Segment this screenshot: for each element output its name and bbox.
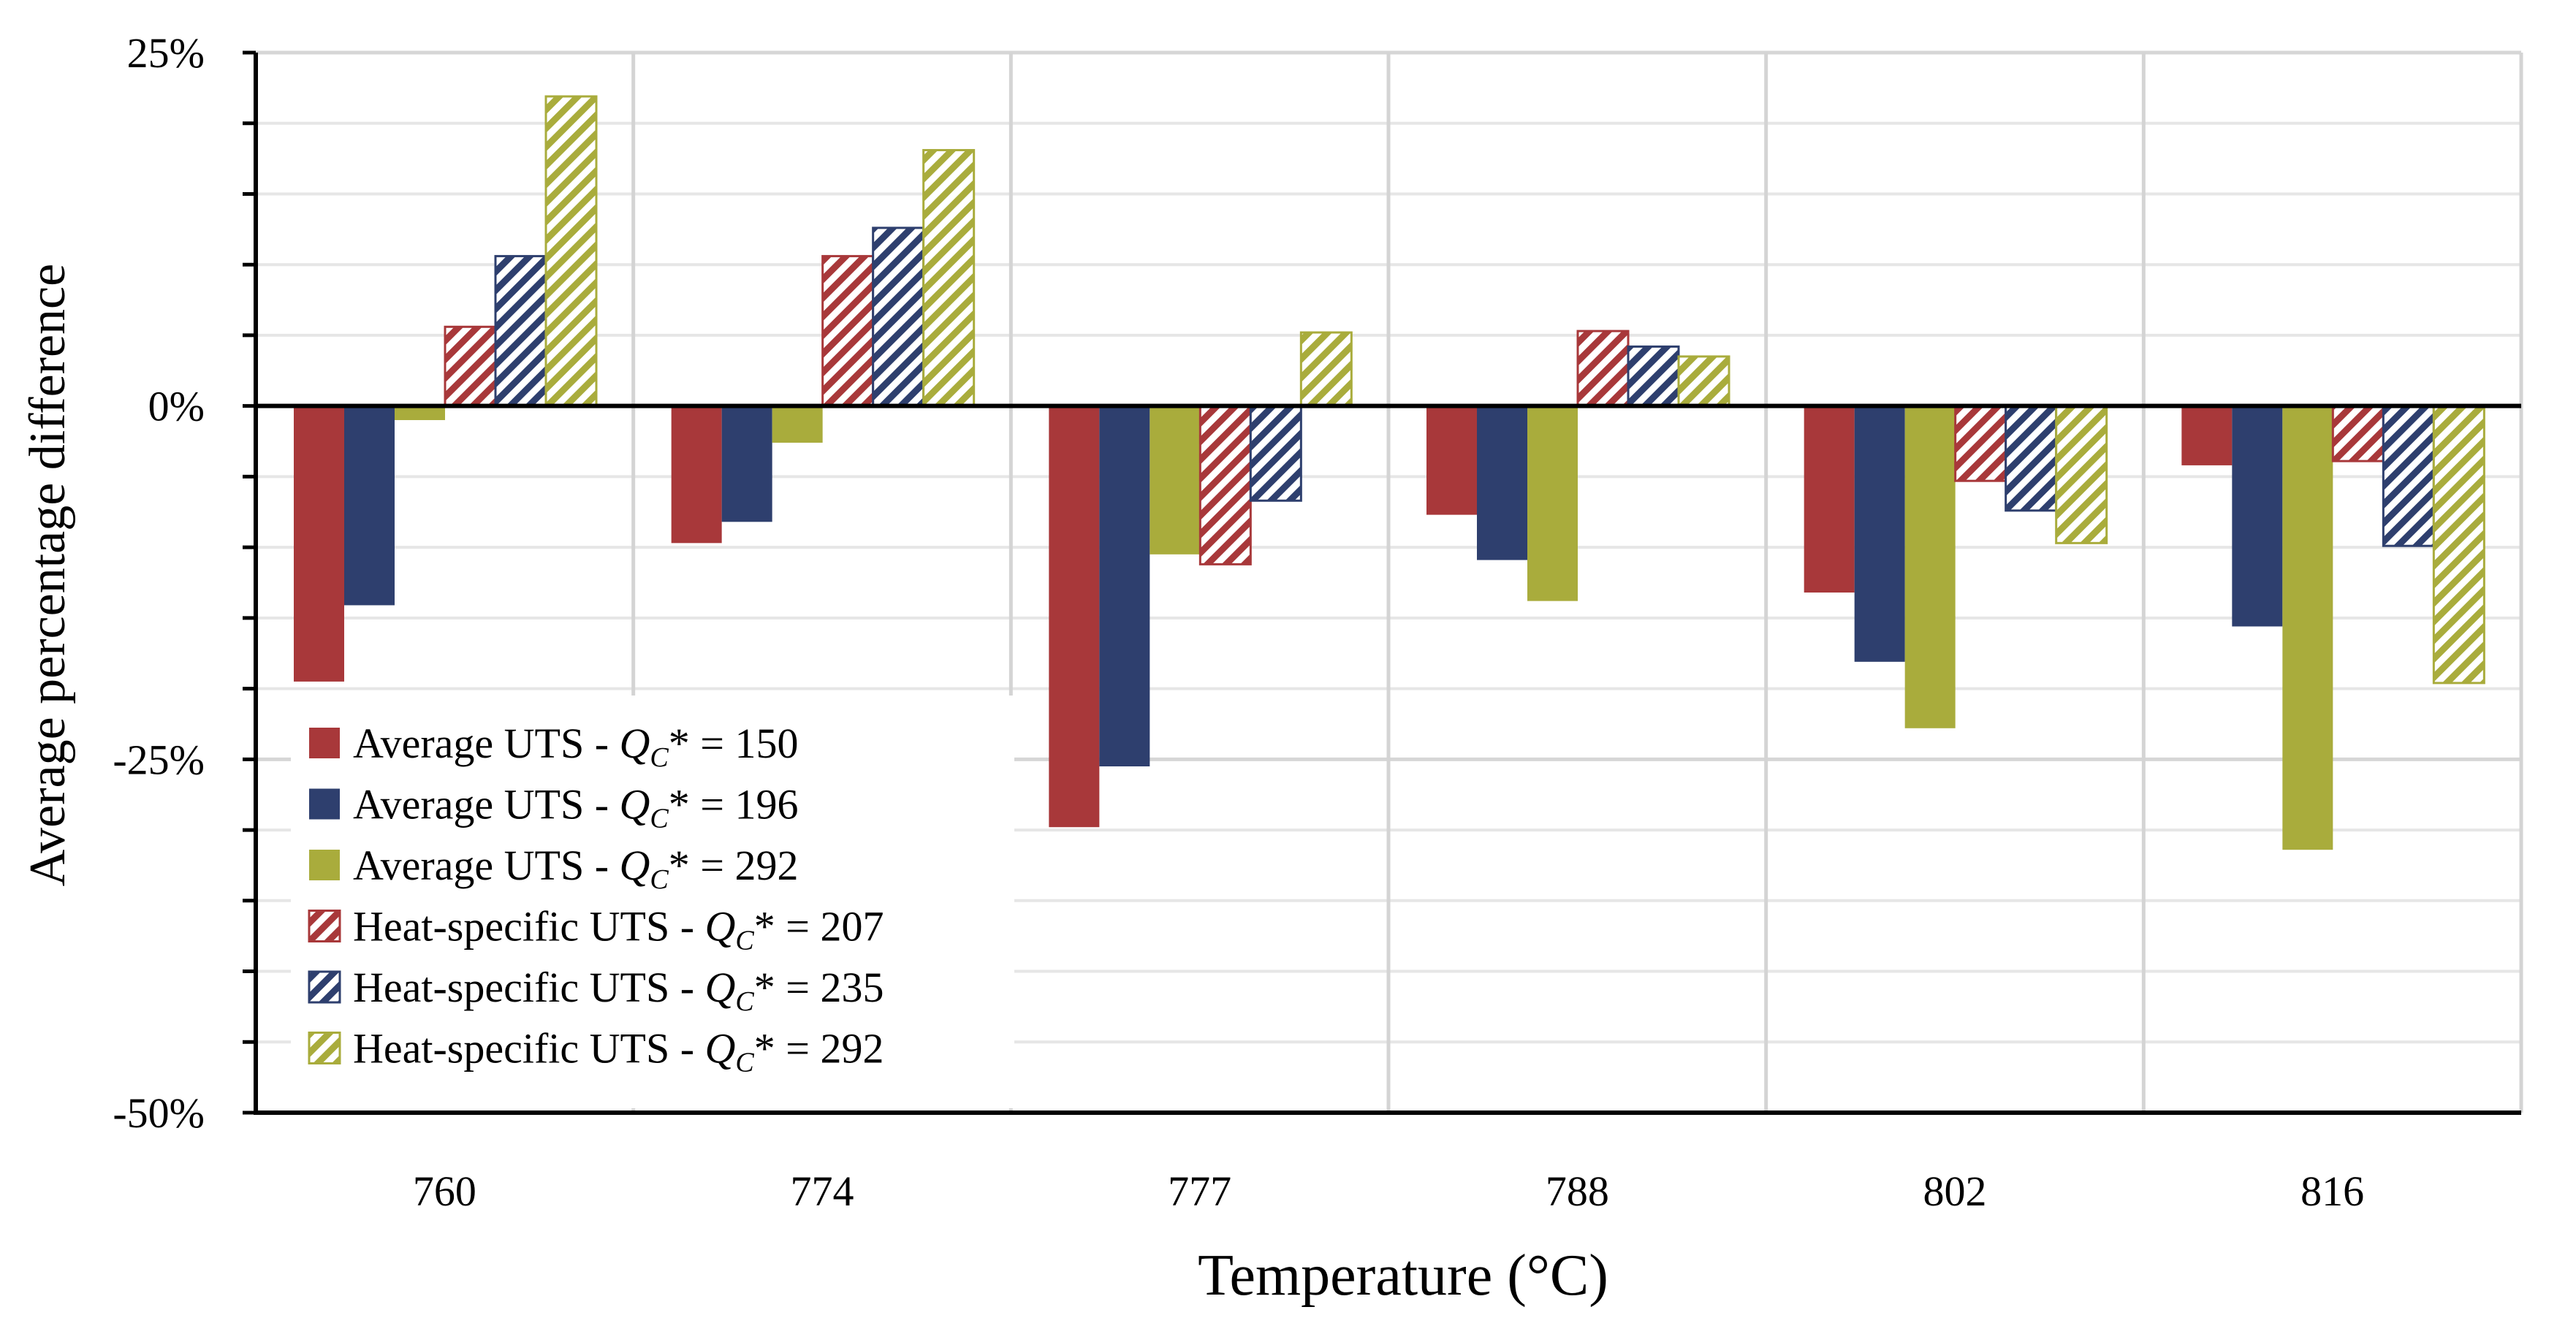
bar-777-series-6	[1299, 331, 1353, 408]
legend-swatch	[309, 788, 340, 820]
bar-788-series-3	[1527, 405, 1578, 601]
bar-816-series-4	[2331, 405, 2385, 462]
bar-774-series-6	[922, 148, 976, 408]
bar-777-series-3	[1150, 405, 1201, 555]
bar-777-series-5	[1249, 405, 1302, 502]
bar-802-series-1	[1804, 405, 1855, 593]
bar-802-series-3	[1904, 405, 1956, 728]
bar-816-series-1	[2181, 405, 2233, 465]
bar-774-series-4	[821, 255, 875, 408]
bar-802-series-6	[2055, 405, 2108, 544]
legend-item-1: Average UTS - QC* = 150	[309, 720, 798, 773]
bar-788-series-5	[1627, 345, 1680, 408]
legend-item-4: Heat-specific UTS - QC* = 207	[308, 903, 884, 956]
legend-label: Average UTS - QC* = 196	[353, 781, 798, 834]
bar-802-series-5	[2005, 405, 2058, 512]
bar-777-series-2	[1099, 405, 1150, 767]
legend-label: Heat-specific UTS - QC* = 207	[353, 903, 884, 956]
bar-788-series-4	[1576, 329, 1630, 408]
legend-swatch	[309, 850, 340, 880]
x-tick-label: 760	[413, 1167, 476, 1215]
y-axis-title: Average percentage difference	[20, 264, 76, 886]
x-tick-label: 777	[1168, 1167, 1231, 1215]
x-tick-label: 774	[791, 1167, 854, 1215]
legend-swatch	[308, 970, 341, 1004]
bar-788-series-2	[1477, 405, 1527, 560]
bar-760-series-5	[494, 255, 547, 408]
bar-802-series-4	[1954, 405, 2007, 482]
bar-816-series-2	[2232, 405, 2283, 627]
bar-788-series-1	[1426, 405, 1477, 515]
legend-background	[291, 696, 1014, 1108]
legend-label: Average UTS - QC* = 292	[353, 842, 798, 895]
legend-swatch	[308, 910, 341, 942]
bar-816-series-3	[2282, 405, 2333, 850]
legend-label: Heat-specific UTS - QC* = 235	[353, 964, 884, 1017]
bar-760-series-6	[544, 95, 598, 408]
x-tick-label: 788	[1546, 1167, 1609, 1215]
bar-788-series-6	[1677, 355, 1730, 408]
bar-816-series-5	[2382, 405, 2435, 547]
bar-774-series-1	[671, 405, 722, 544]
bar-760-series-2	[344, 405, 395, 606]
bar-777-series-1	[1049, 405, 1100, 828]
legend-item-5: Heat-specific UTS - QC* = 235	[308, 964, 884, 1017]
x-tick-label: 802	[1923, 1167, 1987, 1215]
bar-816-series-6	[2432, 405, 2485, 685]
y-tick-label: -25%	[113, 736, 205, 783]
bar-802-series-2	[1854, 405, 1905, 662]
legend-swatch	[308, 1032, 341, 1064]
legend: Average UTS - QC* = 150 Average UTS - QC*…	[291, 696, 1014, 1108]
x-axis-title: Temperature (°C)	[1198, 1243, 1608, 1308]
axes	[243, 50, 2521, 1115]
bars	[294, 95, 2485, 850]
bar-760-series-4	[444, 325, 497, 408]
legend-item-3: Average UTS - QC* = 292	[309, 842, 798, 895]
legend-item-2: Average UTS - QC* = 196	[309, 781, 798, 834]
y-tick-label: 0%	[148, 383, 205, 430]
bar-774-series-3	[772, 405, 823, 443]
bar-760-series-3	[395, 405, 445, 421]
bar-760-series-1	[294, 405, 344, 682]
y-tick-label: -50%	[113, 1089, 205, 1137]
tick-labels: 25% 0% -25% -50% 760 774 777 788 802 816	[113, 29, 2364, 1215]
legend-swatch	[309, 728, 340, 758]
bar-774-series-5	[872, 226, 925, 408]
legend-label: Average UTS - QC* = 150	[353, 720, 798, 773]
bar-777-series-4	[1198, 405, 1252, 565]
y-tick-label: 25%	[127, 29, 205, 77]
bar-774-series-2	[721, 405, 772, 522]
x-tick-label: 816	[2300, 1167, 2364, 1215]
legend-item-6: Heat-specific UTS - QC* = 292	[308, 1025, 884, 1078]
legend-label: Heat-specific UTS - QC* = 292	[353, 1025, 884, 1078]
